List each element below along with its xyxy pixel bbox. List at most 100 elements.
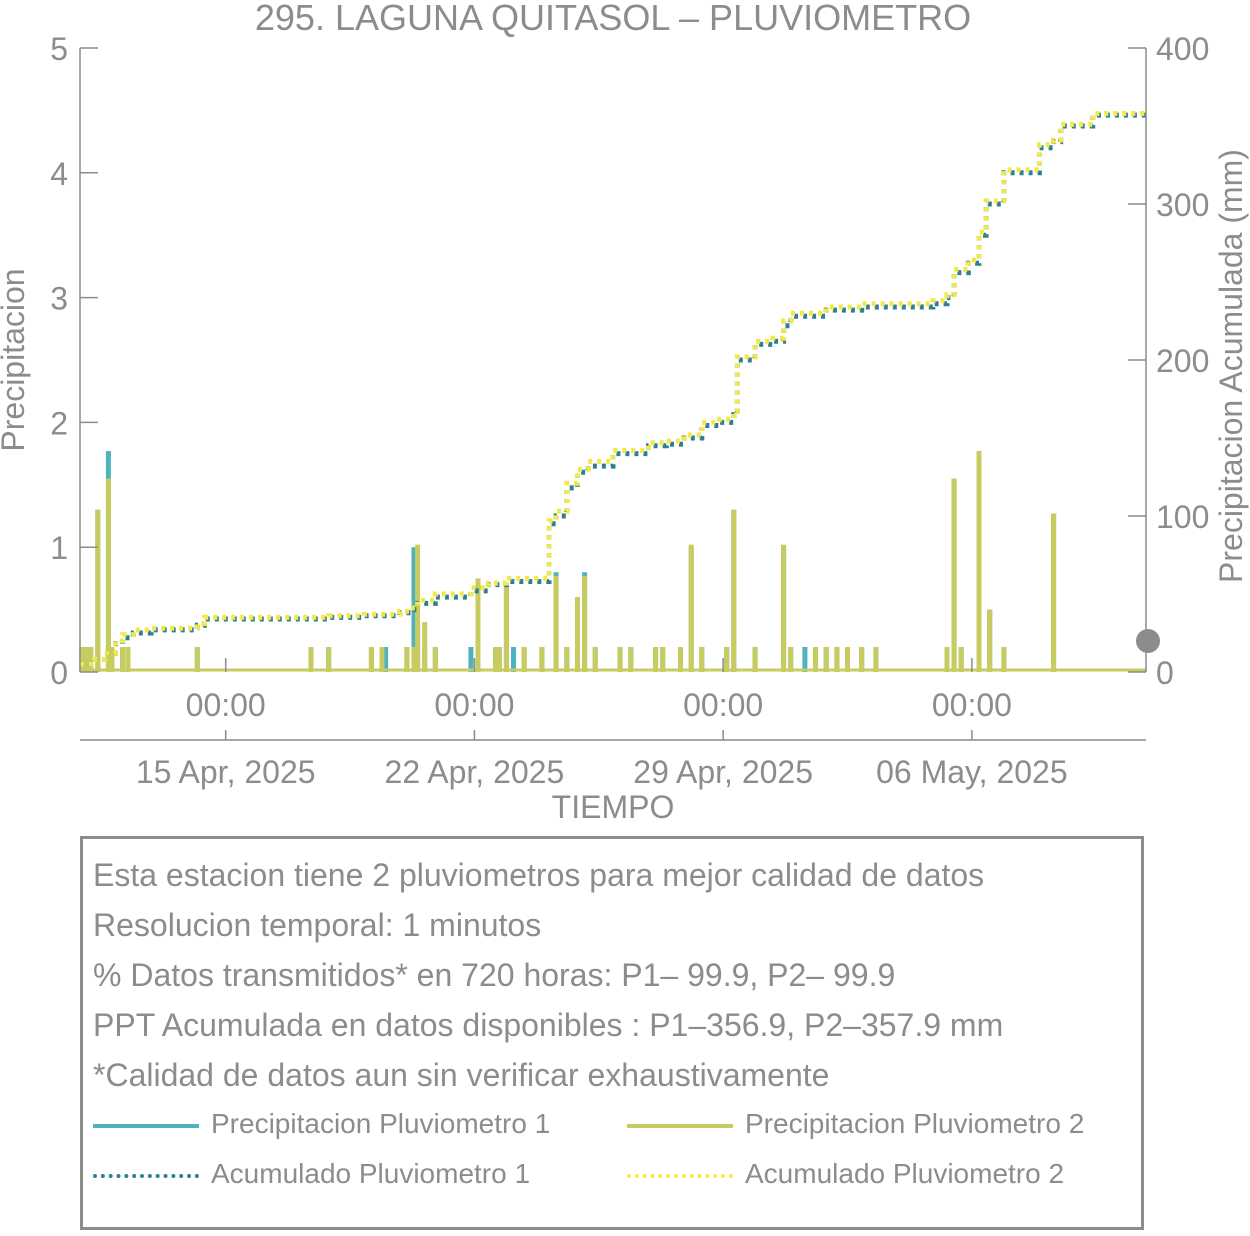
p2-bar <box>958 647 964 672</box>
p2-bar <box>109 647 115 672</box>
p2-bar <box>823 647 829 672</box>
scroll-handle[interactable] <box>1136 629 1160 653</box>
p2-bar <box>752 647 758 672</box>
x-date-label: 06 May, 2025 <box>876 754 1068 790</box>
legend-label: Precipitacion Pluviometro 1 <box>211 1108 551 1139</box>
cumulative-lines-layer <box>80 111 1146 667</box>
p2-bar <box>582 575 588 672</box>
y-tick-label: 1 <box>50 530 68 566</box>
legend-label: Acumulado Pluviometro 2 <box>745 1158 1065 1189</box>
y2-tick-label: 200 <box>1156 343 1209 379</box>
p2-bar <box>539 647 545 672</box>
p2-bar <box>845 647 850 672</box>
rainfall-chart: 295. LAGUNA QUITASOL – PLUVIOMETRO 0 1 2 3 4… <box>0 0 1249 825</box>
p2-bar <box>79 647 85 672</box>
info-line-transmitted: % Datos transmitidos* en 720 horas: P1– … <box>93 957 896 993</box>
y-tick-label: 4 <box>50 156 68 192</box>
chart-title: 295. LAGUNA QUITASOL – PLUVIOMETRO <box>255 0 971 38</box>
info-line-resolution: Resolucion temporal: 1 minutos <box>93 907 542 943</box>
p2-bar <box>781 544 787 672</box>
x-time-label: 00:00 <box>434 687 514 723</box>
p2-bar <box>873 647 879 672</box>
p2-bar <box>699 647 705 672</box>
p2-bar <box>564 647 570 672</box>
p1-bar <box>511 647 516 672</box>
y2-tick-label: 400 <box>1156 31 1209 67</box>
p2-bar <box>88 647 94 672</box>
p2-bar <box>1001 647 1007 672</box>
info-box: Esta estacion tiene 2 pluviometros para … <box>80 836 1144 1230</box>
legend-item-p2-cumulative: Acumulado Pluviometro 2 <box>627 1155 1137 1195</box>
y2-tick-label: 0 <box>1156 655 1174 691</box>
p2-bar <box>1051 513 1057 672</box>
p2-bar <box>326 647 332 672</box>
p2-bar <box>553 575 559 672</box>
p2-bar <box>688 544 694 672</box>
p2-bar <box>617 647 623 672</box>
p2-bar <box>987 609 993 672</box>
y2-tick-label: 300 <box>1156 187 1209 223</box>
y-axis-label: Precipitacion <box>0 268 31 451</box>
p2-bar <box>976 451 982 672</box>
p2-bar <box>84 647 90 672</box>
p2-bar <box>493 647 499 672</box>
legend-item-p2-precip: Precipitacion Pluviometro 2 <box>627 1105 1137 1145</box>
p2-bar <box>308 647 314 672</box>
p2-bar <box>415 544 421 672</box>
p2-bar <box>95 509 101 672</box>
p2-bar <box>653 647 659 672</box>
p1-bar <box>802 647 808 672</box>
p2-bar <box>105 478 111 672</box>
x-date-label: 22 Apr, 2025 <box>385 754 565 790</box>
info-line-accumulated: PPT Acumulada en datos disponibles : P1–… <box>93 1007 1004 1043</box>
x-time-label: 00:00 <box>186 687 266 723</box>
p2-bar <box>660 647 666 672</box>
x-axis-label: TIEMPO <box>552 789 675 825</box>
legend-swatch-p2-cumulative <box>627 1174 733 1178</box>
p2-bar <box>422 622 428 672</box>
x-time-label: 00:00 <box>683 687 763 723</box>
y-tick-label: 0 <box>50 655 68 691</box>
p1-bar <box>468 647 474 672</box>
y2-tick-label: 100 <box>1156 499 1209 535</box>
p2-bar <box>521 647 527 672</box>
p2-bar <box>120 647 126 672</box>
info-line-stations: Esta estacion tiene 2 pluviometros para … <box>93 857 985 893</box>
y2-axis-label: Precipitacion Acumulada (mm) <box>1213 149 1249 583</box>
legend-swatch-p2-precip <box>627 1124 733 1128</box>
p2-bar <box>788 647 794 672</box>
p2-bar <box>503 584 509 672</box>
p2-bar <box>678 647 683 672</box>
p2-bar <box>628 647 634 672</box>
axes-layer: 0 1 2 3 4 5 0 100 200 300 400 00:00 15 Apr, 2025 00:0… <box>50 31 1209 790</box>
p1-cumulative-line <box>80 112 1146 667</box>
p2-bar <box>592 647 598 672</box>
p2-bar <box>496 647 502 672</box>
p2-bar <box>951 478 957 672</box>
p2-bar <box>724 647 730 672</box>
p2-bar <box>404 647 410 672</box>
bars-layer <box>79 451 1146 672</box>
p2-bar <box>859 647 865 672</box>
legend-swatch-p1-precip <box>93 1124 199 1128</box>
legend-item-p1-cumulative: Acumulado Pluviometro 1 <box>93 1155 613 1195</box>
y-tick-label: 3 <box>50 281 68 317</box>
p1-bar <box>383 647 389 672</box>
p2-bar <box>813 647 818 672</box>
legend-item-p1-precip: Precipitacion Pluviometro 1 <box>93 1105 613 1145</box>
p2-bar <box>125 647 131 672</box>
p2-bar <box>411 647 417 672</box>
p2-bar <box>379 647 385 672</box>
y-tick-label: 2 <box>50 405 68 441</box>
p2-bar <box>368 647 374 672</box>
x-time-label: 00:00 <box>932 687 1012 723</box>
p2-bar <box>575 597 580 672</box>
x-date-label: 29 Apr, 2025 <box>633 754 813 790</box>
p2-bar <box>432 647 438 672</box>
p2-cumulative-line <box>80 111 1146 667</box>
legend-label: Acumulado Pluviometro 1 <box>211 1158 531 1189</box>
p2-bar <box>475 578 481 672</box>
x-date-label: 15 Apr, 2025 <box>136 754 316 790</box>
p2-bar <box>731 509 737 672</box>
p2-bar <box>944 647 950 672</box>
